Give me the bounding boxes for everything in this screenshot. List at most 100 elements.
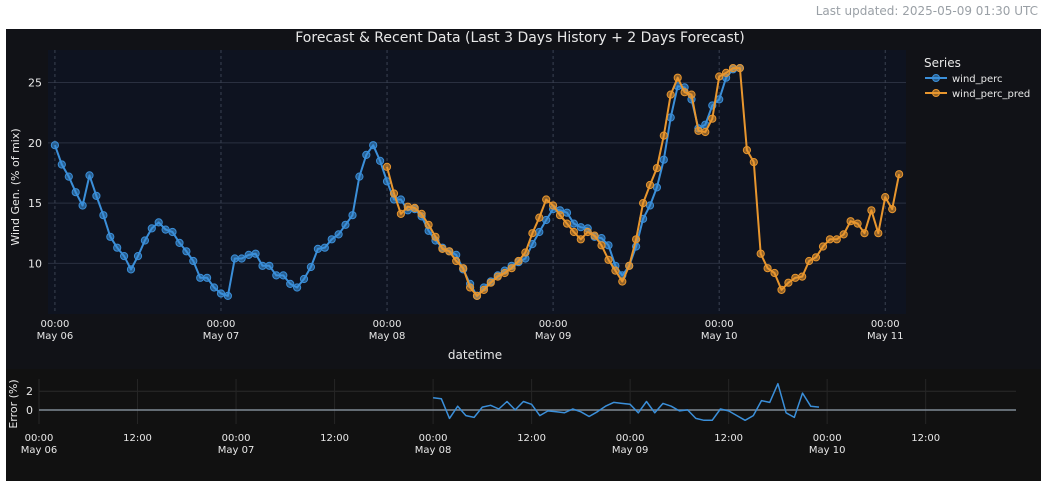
data-point-wind-perc-pred xyxy=(389,189,399,198)
x-tick-label: 12:00 xyxy=(123,433,152,444)
data-point-wind-perc xyxy=(334,230,343,239)
data-point-wind-perc xyxy=(652,183,662,192)
data-point-wind-perc-pred xyxy=(639,199,648,208)
x-tick-label: 00:00 xyxy=(222,433,251,444)
y-tick-label: 15 xyxy=(28,197,42,210)
data-point-wind-perc xyxy=(64,172,73,181)
data-point-wind-perc-pred xyxy=(611,266,620,275)
data-point-wind-perc-pred xyxy=(874,229,883,238)
data-point-wind-perc-pred xyxy=(818,242,828,251)
x-tick-label: 00:00 xyxy=(539,319,568,330)
x-axis-label: datetime xyxy=(448,348,502,362)
data-point-wind-perc xyxy=(251,249,260,258)
data-point-wind-perc xyxy=(313,244,322,253)
data-point-wind-perc-pred xyxy=(562,219,572,228)
data-point-wind-perc xyxy=(286,279,295,288)
legend-title: Series xyxy=(924,56,961,70)
data-point-wind-perc-pred xyxy=(846,217,855,226)
data-point-wind-perc xyxy=(210,283,219,292)
data-point-wind-perc xyxy=(604,241,613,250)
error-y-axis-label: Error (%) xyxy=(7,379,20,428)
data-point-wind-perc xyxy=(223,291,232,300)
x-tick-label: 12:00 xyxy=(911,433,940,444)
data-point-wind-perc xyxy=(562,208,572,217)
data-point-wind-perc-pred xyxy=(542,195,551,204)
x-tick-date-label: May 10 xyxy=(701,331,738,342)
data-point-wind-perc xyxy=(258,261,267,270)
data-point-wind-perc xyxy=(576,223,585,232)
data-point-wind-perc xyxy=(189,256,198,266)
data-point-wind-perc-pred xyxy=(784,278,793,287)
data-point-wind-perc-pred xyxy=(424,220,433,229)
legend: Series wind_perc wind_perc_pred xyxy=(924,56,1030,100)
data-point-wind-perc xyxy=(78,201,87,210)
x-tick-label: 12:00 xyxy=(517,433,546,444)
data-point-wind-perc xyxy=(126,265,136,274)
data-point-wind-perc xyxy=(50,141,60,150)
y-tick-label: 25 xyxy=(28,77,42,90)
data-point-wind-perc xyxy=(569,219,579,228)
data-point-wind-perc-pred xyxy=(486,278,495,287)
x-tick-label: 00:00 xyxy=(419,433,448,444)
data-point-wind-perc-pred xyxy=(576,235,585,244)
data-point-wind-perc-pred xyxy=(403,202,412,211)
data-point-wind-perc-pred xyxy=(521,248,530,257)
x-tick-date-label: May 07 xyxy=(218,445,255,456)
data-point-wind-perc-pred xyxy=(528,229,537,238)
data-point-wind-perc-pred xyxy=(860,229,869,238)
data-point-wind-perc xyxy=(355,172,364,181)
x-tick-date-label: May 08 xyxy=(415,445,452,456)
legend-item-wind-perc-pred[interactable]: wind_perc_pred xyxy=(925,89,1030,100)
data-point-wind-perc-pred xyxy=(445,247,454,256)
data-point-wind-perc-pred xyxy=(417,209,426,218)
data-point-wind-perc-pred xyxy=(791,273,800,282)
legend-item-wind-perc[interactable]: wind_perc xyxy=(925,74,1003,85)
data-point-wind-perc-pred xyxy=(410,203,419,212)
data-point-wind-perc-pred xyxy=(687,90,696,99)
data-point-wind-perc-pred xyxy=(853,219,862,228)
data-point-wind-perc xyxy=(120,252,129,261)
data-point-wind-perc xyxy=(175,238,184,247)
y-tick-label: 10 xyxy=(28,257,42,270)
x-tick-label: 00:00 xyxy=(373,319,402,330)
data-point-wind-perc-pred xyxy=(431,232,440,241)
data-point-wind-perc-pred xyxy=(756,249,765,258)
x-tick-date-label: May 06 xyxy=(37,331,74,342)
data-point-wind-perc xyxy=(327,235,336,244)
data-point-wind-perc-pred xyxy=(466,283,475,292)
data-point-wind-perc-pred xyxy=(811,253,821,262)
series-line-error xyxy=(433,382,820,422)
data-point-wind-perc-pred xyxy=(867,206,876,215)
data-point-wind-perc-pred xyxy=(763,264,772,273)
x-tick-label: 12:00 xyxy=(714,433,743,444)
data-point-wind-perc-pred xyxy=(604,255,613,264)
data-point-wind-perc xyxy=(161,225,170,234)
y-tick-label: 2 xyxy=(26,385,33,398)
data-point-wind-perc xyxy=(362,150,371,159)
data-point-wind-perc xyxy=(71,188,80,197)
data-point-wind-perc xyxy=(645,201,655,210)
last-updated: Last updated: 2025-05-09 01:30 UTC xyxy=(815,4,1038,18)
data-point-wind-perc xyxy=(182,247,191,256)
data-point-wind-perc xyxy=(92,191,101,200)
data-point-wind-perc-pred xyxy=(680,88,689,97)
data-point-wind-perc xyxy=(99,211,108,220)
y-axis-label: Wind Gen. (% of mix) xyxy=(9,128,22,245)
data-point-wind-perc-pred xyxy=(694,126,703,135)
data-point-wind-perc-pred xyxy=(438,244,447,253)
x-tick-label: 00:00 xyxy=(25,433,54,444)
data-point-wind-perc-pred xyxy=(881,193,890,202)
x-tick-date-label: May 07 xyxy=(203,331,240,342)
plot-background xyxy=(48,50,906,314)
data-point-wind-perc xyxy=(542,215,551,225)
data-point-wind-perc-pred xyxy=(569,227,579,237)
data-point-wind-perc xyxy=(396,195,405,204)
data-point-wind-perc xyxy=(348,211,357,220)
data-point-wind-perc xyxy=(154,218,163,227)
legend-label-wind-perc-pred: wind_perc_pred xyxy=(952,89,1030,100)
x-tick-label: 12:00 xyxy=(320,433,349,444)
data-point-wind-perc-pred xyxy=(535,213,544,222)
x-tick-label: 00:00 xyxy=(207,319,236,330)
x-tick-label: 00:00 xyxy=(871,319,900,330)
data-point-wind-perc xyxy=(237,254,246,263)
